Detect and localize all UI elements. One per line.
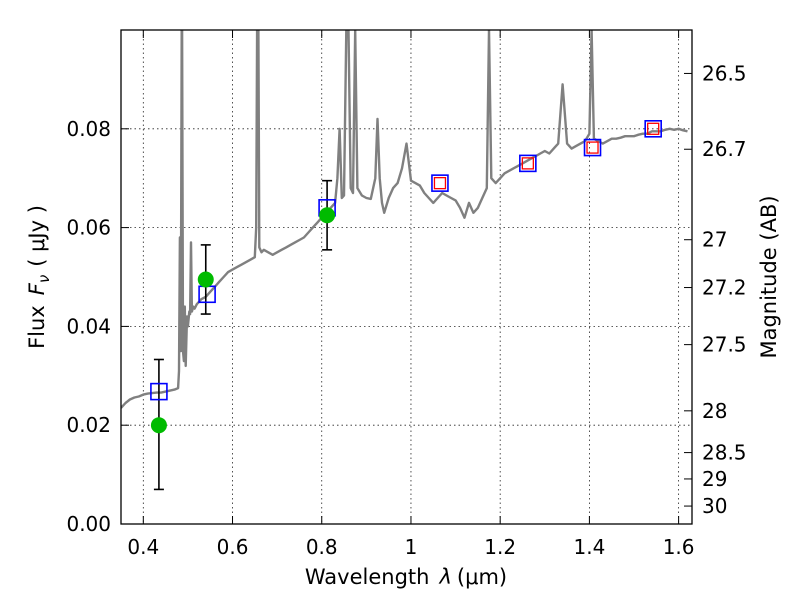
mag-tick-label: 29	[702, 467, 727, 491]
model-square	[431, 174, 449, 192]
model-square	[583, 138, 602, 157]
spectrum-line	[121, 30, 688, 409]
y-axis-title: FluxFν( μJy )	[25, 205, 53, 349]
y-tick-labels: 0.00 0.02 0.04 0.06 0.08	[66, 117, 111, 536]
mag-tick-label: 30	[702, 494, 727, 518]
x-tick-label: 0.6	[217, 535, 249, 559]
model-squares	[150, 120, 662, 401]
mag-tick-label: 27.2	[702, 276, 747, 300]
x-tick-labels: 0.4 0.6 0.8 1 1.2 1.4 1.6	[127, 535, 694, 559]
mag-tick-label: 27.5	[702, 333, 747, 357]
x-tick-label: 1	[405, 535, 418, 559]
x-tick-label: 1.6	[663, 535, 695, 559]
plot-frame	[120, 29, 693, 525]
mag-tick-label: 28.5	[702, 441, 747, 465]
mag-tick-label: 27	[702, 228, 727, 252]
x-tick-label: 1.2	[484, 535, 516, 559]
plot-background	[121, 30, 692, 524]
axis-ticks	[121, 30, 692, 525]
model-square	[150, 382, 168, 401]
model-square-small	[521, 157, 534, 170]
y-tick-label: 0.06	[66, 216, 111, 240]
y-tick-label: 0.02	[66, 413, 111, 437]
x-axis-title: Wavelength λ (μm)	[305, 565, 507, 589]
observed-point	[319, 207, 336, 224]
model-square-small	[647, 122, 660, 135]
x-tick-label: 0.8	[306, 535, 338, 559]
observed-point	[197, 271, 214, 288]
observed-point	[150, 417, 167, 434]
mag-tick-label: 28	[702, 399, 727, 423]
mag-tick-label: 26.7	[702, 137, 747, 161]
model-square-small	[433, 176, 447, 190]
y2-axis-title: Magnitude (AB)	[757, 195, 781, 358]
model-square-small	[586, 141, 599, 154]
observed-points	[150, 207, 336, 434]
magnitude-tick-labels: 26.5 26.7 27 27.2 27.5 28 28.529 30	[702, 61, 747, 518]
x-tick-label: 0.4	[127, 535, 159, 559]
mag-tick-label: 26.5	[702, 61, 747, 85]
y-tick-label: 0.04	[66, 314, 111, 338]
x-tick-label: 1.4	[573, 535, 605, 559]
model-square	[519, 154, 537, 173]
y-tick-label: 0.08	[66, 117, 111, 141]
model-square	[644, 120, 662, 138]
y-tick-label: 0.00	[66, 512, 111, 536]
